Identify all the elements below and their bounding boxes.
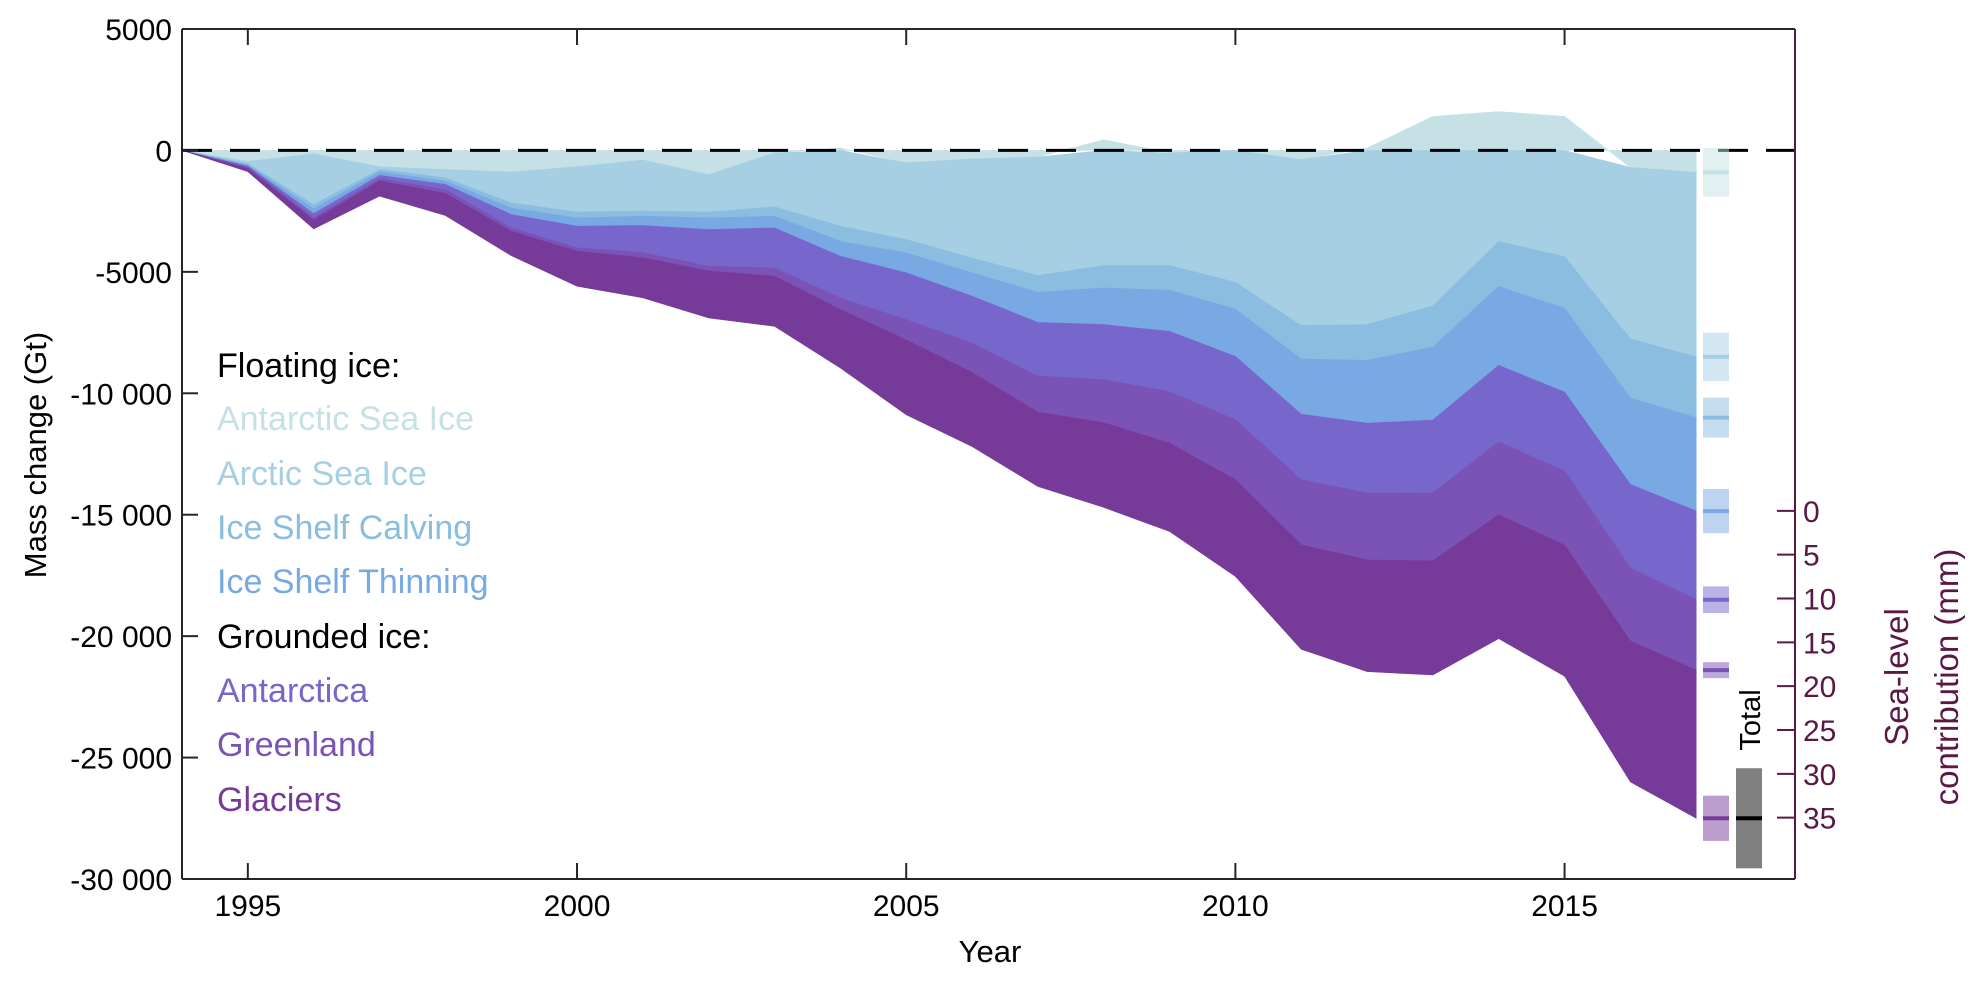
- legend-group-grounded: Grounded ice:: [217, 618, 431, 656]
- x-axis-title: Year: [959, 934, 1022, 969]
- legend-item-greenland: Greenland: [217, 726, 376, 764]
- legend-item-glaciers: Glaciers: [217, 781, 342, 819]
- y-tick-label: -10 000: [70, 378, 172, 411]
- x-tick-label: 2000: [544, 890, 611, 923]
- y2-axis-title-line1: Sea-level: [1878, 608, 1915, 746]
- x-tick-label: 1995: [214, 890, 281, 923]
- legend-item-antarctic-sea-ice: Antarctic Sea Ice: [217, 400, 474, 438]
- y-axis-title: Mass change (Gt): [18, 332, 53, 578]
- y2-tick-label: 5: [1803, 540, 1820, 573]
- legend-item-antarctica: Antarctica: [217, 672, 368, 710]
- y-tick-label: -5000: [95, 257, 172, 290]
- end-uncertainty-markers: [1703, 148, 1762, 869]
- y-tick-label: -30 000: [70, 864, 172, 897]
- stacked-areas: [181, 111, 1697, 819]
- y-tick-label: -15 000: [70, 500, 172, 533]
- y-tick-label: -20 000: [70, 621, 172, 654]
- y2-tick-label: 15: [1803, 627, 1836, 660]
- y2-tick-label: 10: [1803, 584, 1836, 617]
- y-tick-label: -25 000: [70, 743, 172, 776]
- x-tick-label: 2005: [873, 890, 940, 923]
- x-tick-label: 2010: [1202, 890, 1269, 923]
- x-tick-label: 2015: [1531, 890, 1598, 923]
- y2-tick-label: 0: [1803, 496, 1820, 529]
- y2-tick-label: 30: [1803, 759, 1836, 792]
- axes: 5000 0 -5000 -10 000 -15 000 -20 000 -25 000 -3…: [70, 14, 1836, 923]
- total-label: Total: [1735, 689, 1767, 750]
- legend-group-floating: Floating ice:: [217, 347, 400, 385]
- y2-axis-title-line2: contribution (mm): [1928, 549, 1965, 806]
- legend-item-ice-shelf-calving: Ice Shelf Calving: [217, 509, 472, 547]
- y-tick-label: 0: [155, 135, 172, 168]
- area-glaciers: [181, 150, 1697, 819]
- y2-tick-label: 25: [1803, 715, 1836, 748]
- legend-item-arctic-sea-ice: Arctic Sea Ice: [217, 455, 427, 493]
- y2-tick-label: 35: [1803, 803, 1836, 836]
- y2-tick-label: 20: [1803, 671, 1836, 704]
- legend: Floating ice: Antarctic Sea Ice Arctic S…: [217, 347, 489, 819]
- legend-item-ice-shelf-thinning: Ice Shelf Thinning: [217, 563, 489, 601]
- y-tick-label: 5000: [105, 14, 172, 47]
